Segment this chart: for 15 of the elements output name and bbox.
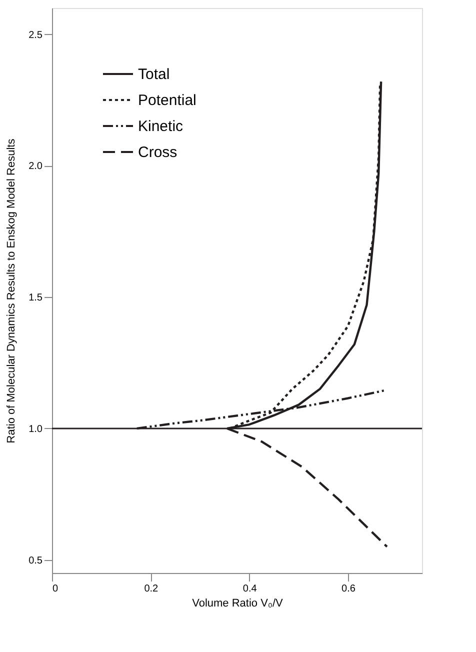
x-tick-label: 0.2 — [144, 584, 159, 594]
x-tick-label: 0.6 — [342, 584, 356, 594]
legend-label: Cross — [138, 144, 178, 161]
x-axis-title: Volume Ratio V₀/V — [192, 598, 284, 610]
y-tick-label: 2.5 — [28, 30, 43, 41]
y-tick-label: 2.0 — [28, 161, 43, 172]
legend-label: Kinetic — [138, 118, 184, 135]
y-tick-label: 1.5 — [28, 292, 43, 304]
y-tick-label: 0.5 — [28, 555, 43, 566]
x-tick-label: 0.4 — [242, 584, 258, 594]
legend-label: Total — [138, 66, 170, 83]
legend-label: Potential — [138, 92, 196, 109]
x-tick-label: 0 — [52, 584, 58, 594]
y-axis-title: Ratio of Molecular Dynamics Results to Enskog Model Results — [6, 138, 18, 444]
y-tick-label: 1.0 — [28, 424, 43, 435]
